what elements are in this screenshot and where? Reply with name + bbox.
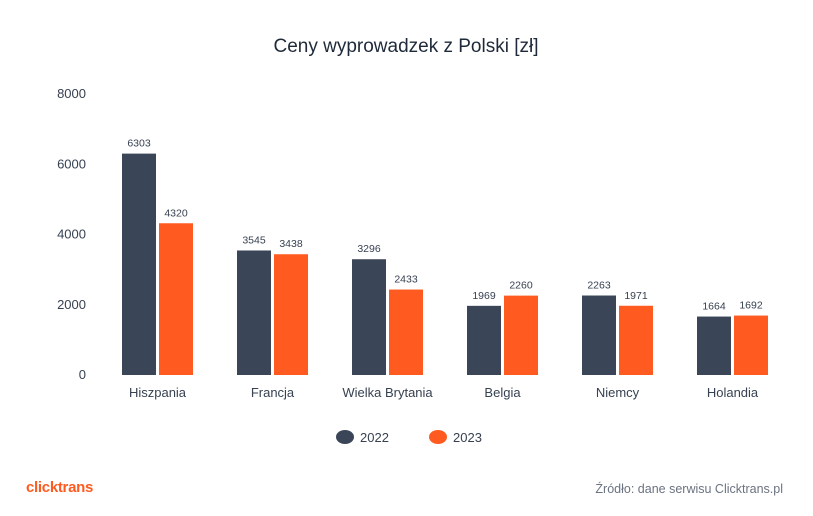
data-label: 1969 [472, 290, 496, 302]
y-tick-label: 4000 [57, 227, 86, 242]
legend-label-2022: 2022 [360, 430, 389, 445]
clicktrans-logo: clicktrans [26, 479, 94, 496]
y-tick-label: 8000 [57, 86, 86, 101]
category-labels: Hiszpania Francja Wielka Brytania Belgia Nie… [129, 385, 759, 400]
bar-2022-wielka-brytania [352, 259, 386, 375]
data-label: 3438 [279, 238, 303, 250]
data-label: 2433 [394, 274, 418, 286]
data-label: 1692 [739, 300, 763, 312]
bar-2023-francja [274, 254, 308, 375]
bar-2022-francja [237, 250, 271, 375]
data-label: 1971 [624, 290, 648, 302]
category-label: Niemcy [596, 385, 640, 400]
bar-2023-belgia [504, 295, 538, 375]
category-label: Holandia [707, 385, 759, 400]
y-tick-label: 0 [79, 367, 86, 382]
y-axis: 0 2000 4000 6000 8000 [57, 86, 86, 382]
data-label: 4320 [164, 207, 188, 219]
bar-2023-niemcy [619, 305, 653, 375]
legend: 2022 2023 [336, 430, 482, 445]
category-label: Wielka Brytania [342, 385, 433, 400]
y-tick-label: 6000 [57, 156, 86, 171]
y-tick-label: 2000 [57, 297, 86, 312]
data-label: 6303 [127, 138, 151, 150]
data-label: 2263 [587, 280, 611, 292]
data-label: 3296 [357, 243, 381, 255]
bar-2023-wielka-brytania [389, 289, 423, 375]
bars-group: 6303 4320 3545 3438 3296 2433 1969 2260 2263 1971… [122, 138, 768, 375]
bar-2023-holandia [734, 315, 768, 375]
data-label: 3545 [242, 234, 266, 246]
source-note: Źródło: dane serwisu Clicktrans.pl [595, 482, 783, 496]
category-label: Belgia [484, 385, 521, 400]
data-label: 2260 [509, 280, 533, 292]
bar-2023-hiszpania [159, 223, 193, 375]
legend-swatch-2023 [429, 430, 447, 444]
chart-title: Ceny wyprowadzek z Polski [zł] [273, 36, 538, 57]
legend-label-2023: 2023 [453, 430, 482, 445]
bar-2022-belgia [467, 305, 501, 375]
bar-2022-niemcy [582, 295, 616, 375]
bar-2022-hiszpania [122, 153, 156, 375]
data-label: 1664 [702, 301, 726, 313]
bar-2022-holandia [697, 316, 731, 375]
category-label: Francja [251, 385, 295, 400]
category-label: Hiszpania [129, 385, 187, 400]
legend-swatch-2022 [336, 430, 354, 444]
